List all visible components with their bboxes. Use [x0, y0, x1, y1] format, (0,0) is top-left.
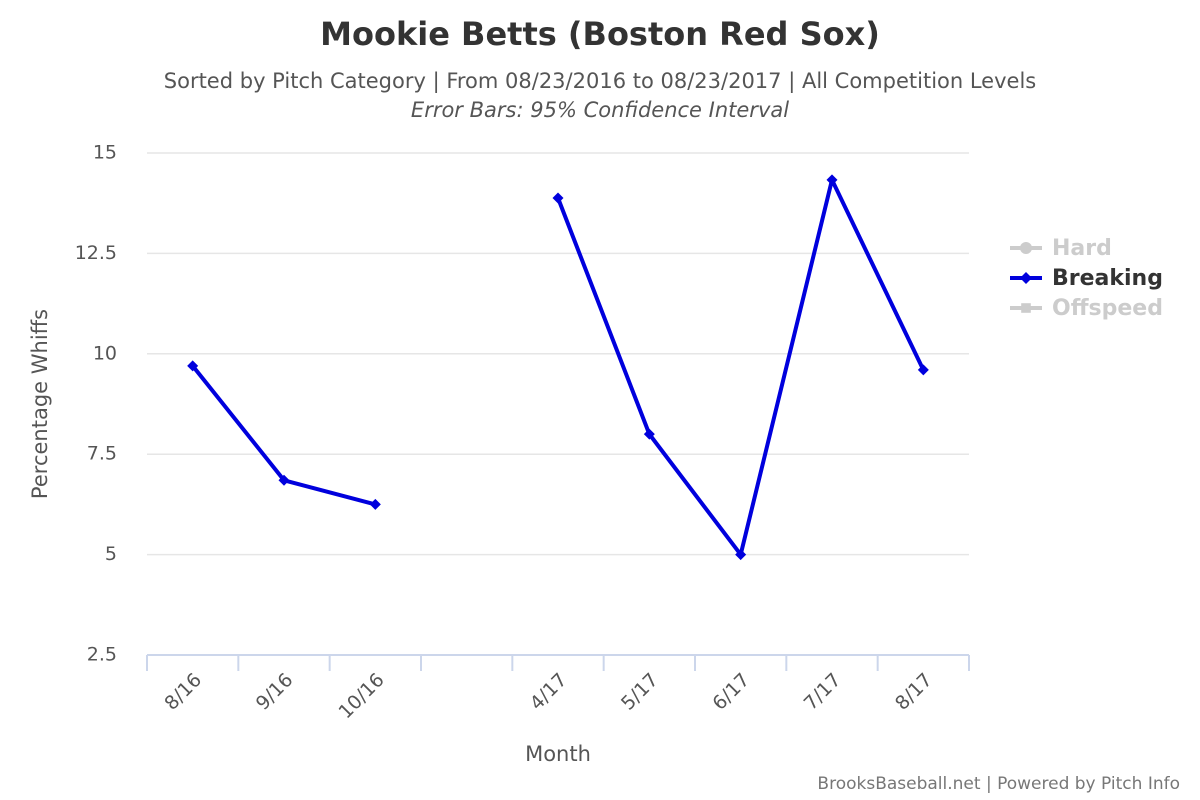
point	[735, 549, 747, 561]
y-tick-label: 12.5	[75, 242, 117, 264]
point	[552, 192, 564, 204]
legend-marker	[1020, 242, 1032, 254]
legend-label[interactable]: Breaking	[1052, 266, 1163, 291]
annotation: Error Bars: 95% Confidence Interval	[411, 98, 789, 122]
legend-label[interactable]: Offspeed	[1052, 296, 1163, 321]
y-axis-title: Percentage Whiffs	[28, 309, 52, 499]
x-tick-label: 9/16	[252, 669, 298, 715]
chart-title: Mookie Betts (Boston Red Sox)	[320, 15, 880, 53]
point	[643, 428, 655, 440]
series-line	[191, 177, 926, 557]
point	[917, 364, 929, 376]
x-tick-label: 6/17	[708, 669, 754, 715]
chart-subtitle: Sorted by Pitch Category | From 08/23/20…	[164, 69, 1036, 94]
point	[187, 360, 199, 372]
x-tick-label: 7/17	[800, 669, 846, 715]
legend-marker	[1020, 272, 1032, 284]
x-tick-label: 4/17	[526, 669, 572, 715]
legend-marker	[1021, 303, 1031, 313]
x-tick-label: 10/16	[334, 669, 388, 723]
point	[369, 498, 381, 510]
y-tick-label: 10	[93, 342, 117, 364]
x-axis-title: Month	[525, 742, 591, 766]
credits: BrooksBaseball.net | Powered by Pitch In…	[817, 774, 1180, 794]
x-tick-label: 8/16	[160, 669, 206, 715]
point	[826, 174, 838, 186]
x-tick-label: 5/17	[617, 669, 663, 715]
y-tick-label: 7.5	[87, 443, 117, 465]
legend-label[interactable]: Hard	[1052, 236, 1112, 261]
x-tick-label: 8/17	[891, 669, 937, 715]
y-tick-label: 15	[93, 142, 117, 164]
point	[278, 474, 290, 486]
y-tick-label: 2.5	[87, 644, 117, 666]
y-tick-label: 5	[105, 543, 117, 565]
